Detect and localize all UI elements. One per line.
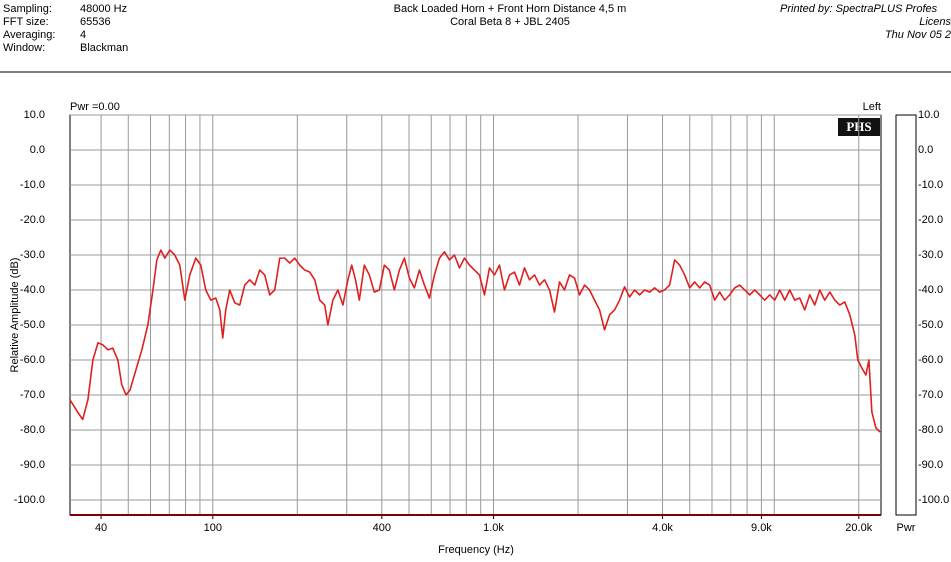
y-tick-label: 10.0 <box>24 109 45 121</box>
field-value: 48000 Hz <box>80 3 127 15</box>
x-tick-label: 9.0k <box>751 522 772 534</box>
pwr-readout: Pwr =0.00 <box>70 101 120 113</box>
channel: Left <box>863 101 881 113</box>
license: Licens <box>919 16 951 28</box>
y2-tick-label: -10.0 <box>918 179 943 191</box>
printed-by: Printed by: SpectraPLUS Profes <box>780 3 938 15</box>
y-tick-label: -40.0 <box>20 284 45 296</box>
y-tick-label: -60.0 <box>20 354 45 366</box>
field-value: 65536 <box>80 16 111 28</box>
y2-tick-label: -40.0 <box>918 284 943 296</box>
field-value: 4 <box>80 29 86 41</box>
y2-tick-label: -60.0 <box>918 354 943 366</box>
x-tick-label: 100 <box>204 522 222 534</box>
power-meter <box>895 114 917 516</box>
date: Thu Nov 05 2 <box>885 29 951 41</box>
field-label: Sampling: <box>3 3 52 15</box>
x-tick-label: 4.0k <box>652 522 673 534</box>
meter-label: Pwr <box>897 522 916 534</box>
y2-tick-label: -80.0 <box>918 424 943 436</box>
y-tick-label: -90.0 <box>20 459 45 471</box>
y-axis-label: Relative Amplitude (dB) <box>9 258 21 373</box>
field-label: Window: <box>3 42 45 54</box>
x-tick-label: 40 <box>95 522 107 534</box>
y-tick-label: -70.0 <box>20 389 45 401</box>
x-tick-label: 20.0k <box>845 522 872 534</box>
field-value: Blackman <box>80 42 128 54</box>
y2-tick-label: 10.0 <box>918 109 939 121</box>
y-tick-label: -100.0 <box>14 494 45 506</box>
y-tick-label: 0.0 <box>30 144 45 156</box>
y2-tick-label: -30.0 <box>918 249 943 261</box>
y-tick-label: -50.0 <box>20 319 45 331</box>
plot-area <box>69 114 882 516</box>
response-line <box>69 249 881 433</box>
y-tick-label: -30.0 <box>20 249 45 261</box>
y-tick-label: -80.0 <box>20 424 45 436</box>
y-tick-label: -20.0 <box>20 214 45 226</box>
y-tick-label: -10.0 <box>20 179 45 191</box>
x-tick-label: 400 <box>373 522 391 534</box>
subtitle: Coral Beta 8 + JBL 2405 <box>450 16 570 28</box>
y2-tick-label: -70.0 <box>918 389 943 401</box>
y2-tick-label: -90.0 <box>918 459 943 471</box>
x-axis-label: Frequency (Hz) <box>438 544 514 556</box>
x-tick-label: 1.0k <box>483 522 504 534</box>
field-label: FFT size: <box>3 16 49 28</box>
y2-tick-label: -50.0 <box>918 319 943 331</box>
title: Back Loaded Horn + Front Horn Distance 4… <box>394 3 627 15</box>
y2-tick-label: -100.0 <box>918 494 949 506</box>
y2-tick-label: 0.0 <box>918 144 933 156</box>
y2-tick-label: -20.0 <box>918 214 943 226</box>
field-label: Averaging: <box>3 29 55 41</box>
